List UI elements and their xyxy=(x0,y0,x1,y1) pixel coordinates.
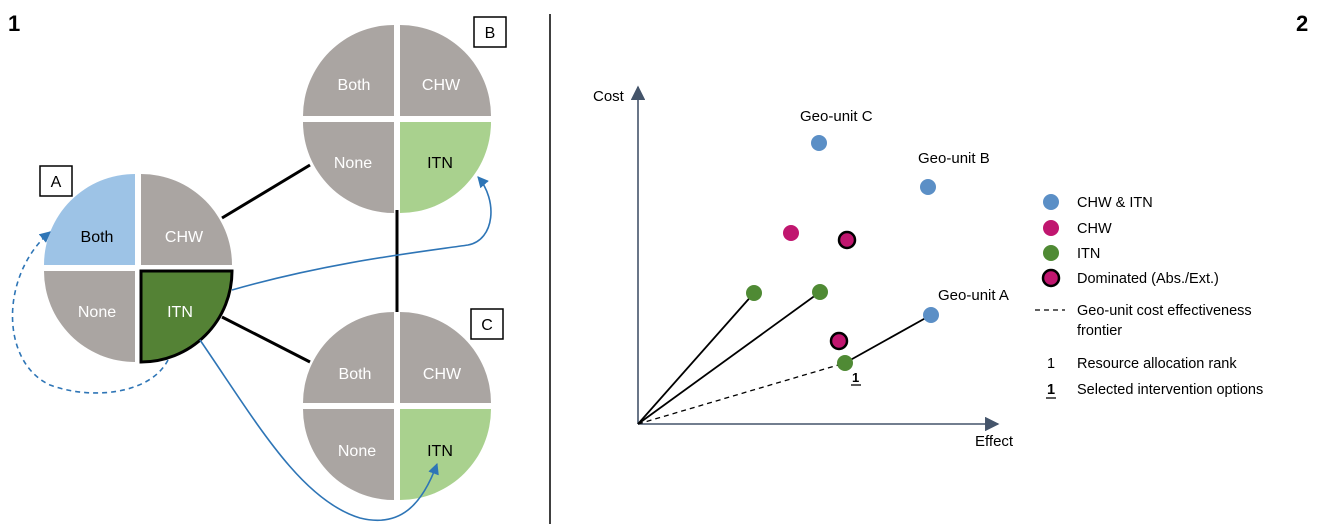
frontier-dashed-line xyxy=(637,362,846,425)
unit-c-label-itn: ITN xyxy=(427,443,453,460)
unit-b-badge-label: B xyxy=(485,25,496,42)
rank-label-selected: 1 xyxy=(852,370,859,385)
unit-b-quadrant-chw xyxy=(400,25,491,116)
unit-a-badge xyxy=(39,165,73,197)
ray-line-3 xyxy=(844,314,932,364)
y-axis-label: Cost xyxy=(593,88,625,105)
legend-symbol-rank: 1 xyxy=(1047,356,1055,372)
point-geo-b-chw-itn xyxy=(920,179,936,195)
legend-label-selected: Selected intervention options xyxy=(1077,382,1263,398)
geo-unit-c: Both CHW None ITN C xyxy=(303,308,504,500)
unit-a-quadrant-none xyxy=(44,271,135,362)
arrow-a-itn-to-both-dashed xyxy=(11,231,169,394)
unit-b-badge xyxy=(473,16,507,48)
label-geo-unit-c: Geo-unit C xyxy=(800,108,873,125)
unit-b-quadrant-none xyxy=(303,122,394,213)
unit-c-quadrant-itn xyxy=(400,409,491,500)
unit-a-label-both: Both xyxy=(81,229,114,246)
unit-c-label-none: None xyxy=(338,443,376,460)
unit-c-quadrant-both xyxy=(303,312,394,403)
point-geo-c-chw-itn xyxy=(811,135,827,151)
arrow-a-to-c xyxy=(199,339,439,522)
legend-swatch-chw-itn xyxy=(1043,194,1059,210)
legend-label-itn: ITN xyxy=(1077,246,1100,262)
legend-label-chw: CHW xyxy=(1077,221,1112,237)
panel-number-left: 1 xyxy=(8,11,20,36)
unit-a-label-itn: ITN xyxy=(167,304,193,321)
legend-swatch-chw xyxy=(1043,220,1059,236)
point-chw xyxy=(783,225,799,241)
unit-b-label-none: None xyxy=(334,155,372,172)
label-geo-unit-a: Geo-unit A xyxy=(938,287,1009,304)
unit-c-label-chw: CHW xyxy=(423,366,462,383)
unit-b-label-both: Both xyxy=(338,77,371,94)
unit-c-badge-label: C xyxy=(481,317,493,334)
point-geo-a-chw-itn xyxy=(923,307,939,323)
legend: CHW & ITN CHW ITN Dominated (Abs./Ext.) … xyxy=(1035,194,1263,399)
legend-label-dominated: Dominated (Abs./Ext.) xyxy=(1077,271,1219,287)
unit-c-quadrant-chw xyxy=(400,312,491,403)
unit-a-quadrant-chw xyxy=(141,174,232,265)
legend-label-chw-itn: CHW & ITN xyxy=(1077,195,1153,211)
point-dominated-1 xyxy=(837,230,857,250)
unit-c-badge xyxy=(470,308,504,340)
unit-a-badge-label: A xyxy=(51,174,62,191)
legend-label-rank: Resource allocation rank xyxy=(1077,356,1237,372)
unit-a-quadrant-itn-selected xyxy=(139,269,234,364)
arrow-a-to-b xyxy=(231,176,492,291)
point-itn-1 xyxy=(746,285,762,301)
legend-label-frontier-line2: frontier xyxy=(1077,323,1122,339)
point-itn-2 xyxy=(812,284,828,300)
ray-line-2 xyxy=(637,291,821,425)
panel-number-right: 2 xyxy=(1296,11,1308,36)
unit-connectors xyxy=(221,163,399,364)
connector-a-b xyxy=(221,163,311,220)
geo-unit-a: Both CHW None ITN A xyxy=(39,165,234,364)
legend-swatch-dominated xyxy=(1041,268,1061,288)
point-itn-selected xyxy=(837,355,853,371)
unit-a-quadrant-both xyxy=(44,174,135,265)
point-dominated-2 xyxy=(829,331,849,351)
legend-symbol-selected: 1 xyxy=(1047,382,1055,398)
unit-c-quadrant-none xyxy=(303,409,394,500)
unit-b-quadrant-itn xyxy=(400,122,491,213)
legend-swatch-itn xyxy=(1043,245,1059,261)
ray-line-1 xyxy=(637,292,755,425)
connector-a-c xyxy=(221,315,311,364)
cost-effect-plot: Cost Effect Geo-unit C Geo-unit B Geo-un… xyxy=(593,85,1014,450)
allocation-arrows xyxy=(11,176,492,522)
unit-b-label-itn: ITN xyxy=(427,155,453,172)
x-axis-label: Effect xyxy=(975,433,1014,450)
unit-c-label-both: Both xyxy=(339,366,372,383)
legend-label-frontier-line1: Geo-unit cost effectiveness xyxy=(1077,303,1252,319)
unit-a-label-none: None xyxy=(78,304,116,321)
geo-unit-b: Both CHW None ITN B xyxy=(303,16,507,213)
unit-a-label-chw: CHW xyxy=(165,229,204,246)
label-geo-unit-b: Geo-unit B xyxy=(918,150,990,167)
unit-b-label-chw: CHW xyxy=(422,77,461,94)
unit-b-quadrant-both xyxy=(303,25,394,116)
